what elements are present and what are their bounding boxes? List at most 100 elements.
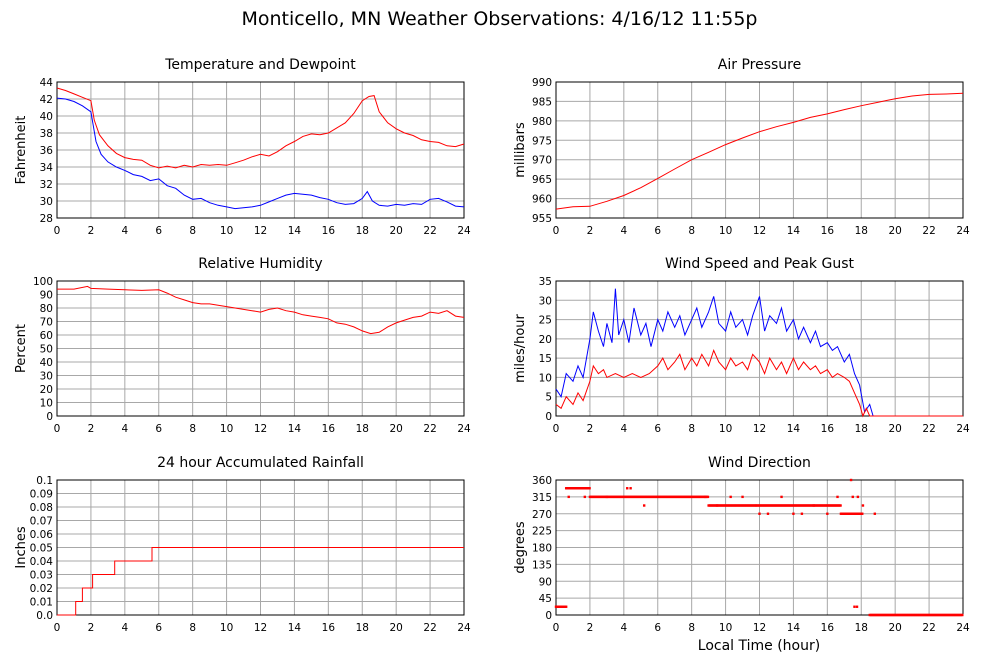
data-point: [961, 613, 964, 617]
x-tick-label: 12: [753, 225, 766, 237]
y-tick-label: 0.01: [30, 597, 53, 609]
data-point: [873, 512, 877, 515]
data-point: [741, 495, 744, 499]
data-point: [851, 495, 854, 499]
x-tick-label: 12: [254, 225, 267, 237]
x-tick-label: 10: [719, 423, 732, 435]
data-point: [588, 487, 591, 490]
chart-title: Wind Speed and Peak Gust: [665, 256, 854, 272]
y-tick-label: 0: [545, 610, 552, 622]
y-tick-label: 70: [40, 317, 53, 329]
x-tick-label: 2: [587, 423, 594, 435]
x-tick-label: 4: [121, 622, 128, 634]
y-axis-label: millibars: [513, 122, 528, 178]
data-point: [715, 504, 719, 507]
x-tick-label: 18: [356, 622, 369, 634]
data-point: [849, 478, 853, 482]
y-tick-label: 0: [46, 411, 53, 423]
x-tick-label: 24: [457, 423, 471, 435]
x-tick-label: 0: [553, 225, 560, 237]
x-tick-label: 18: [356, 225, 369, 237]
chart-title: Air Pressure: [718, 57, 801, 73]
data-point: [792, 512, 795, 515]
x-tick-label: 12: [753, 423, 766, 435]
x-tick-label: 8: [688, 225, 695, 237]
y-tick-label: 0: [545, 411, 552, 423]
y-tick-label: 135: [532, 559, 552, 571]
x-tick-label: 0: [54, 225, 61, 237]
x-tick-label: 4: [620, 225, 627, 237]
y-tick-label: 0.07: [30, 516, 53, 528]
data-point: [812, 504, 815, 507]
y-tick-label: 0.1: [36, 475, 53, 487]
y-tick-label: 30: [40, 371, 53, 383]
x-tick-label: 10: [719, 225, 732, 237]
x-tick-label: 16: [821, 622, 835, 634]
x-tick-label: 8: [189, 225, 196, 237]
data-point: [629, 487, 632, 490]
x-tick-label: 8: [688, 423, 695, 435]
x-tick-label: 6: [155, 225, 162, 237]
y-tick-label: 80: [40, 303, 53, 315]
x-tick-label: 20: [389, 225, 402, 237]
x-tick-label: 18: [855, 423, 868, 435]
x-tick-label: 14: [288, 225, 302, 237]
x-tick-label: 24: [457, 225, 471, 237]
y-tick-label: 0.03: [30, 570, 53, 582]
x-tick-label: 22: [423, 622, 436, 634]
y-tick-label: 970: [532, 155, 552, 167]
y-tick-label: 40: [40, 357, 53, 369]
data-point: [836, 495, 839, 499]
x-tick-label: 8: [688, 622, 695, 634]
data-point: [706, 495, 710, 499]
x-tick-label: 18: [855, 622, 868, 634]
y-axis-label: degrees: [513, 521, 528, 574]
plot-frame: [555, 81, 964, 219]
data-point: [856, 495, 860, 499]
x-tick-label: 0: [553, 622, 560, 634]
data-point: [626, 487, 629, 490]
x-tick-label: 12: [254, 622, 267, 634]
data-point: [800, 512, 804, 515]
data-point: [704, 495, 707, 499]
data-point: [729, 495, 732, 499]
y-tick-label: 0.02: [30, 583, 53, 595]
y-tick-label: 35: [539, 276, 552, 288]
x-tick-label: 14: [288, 622, 302, 634]
y-tick-label: 0.09: [30, 489, 53, 501]
y-tick-label: 90: [40, 290, 53, 302]
x-axis-label: Local Time (hour): [698, 638, 820, 654]
y-tick-label: 30: [539, 295, 552, 307]
y-tick-label: 30: [40, 196, 53, 208]
x-tick-label: 20: [389, 622, 402, 634]
x-tick-label: 10: [220, 225, 233, 237]
x-tick-label: 6: [155, 622, 162, 634]
x-tick-label: 10: [719, 622, 732, 634]
data-point: [758, 512, 761, 515]
x-tick-label: 14: [787, 423, 801, 435]
y-tick-label: 32: [40, 179, 53, 191]
y-tick-label: 5: [545, 392, 552, 404]
plot-frame: [56, 280, 465, 417]
x-tick-label: 16: [821, 225, 835, 237]
x-tick-label: 8: [189, 622, 196, 634]
data-point: [861, 504, 865, 507]
x-tick-label: 2: [88, 225, 95, 237]
y-tick-label: 28: [40, 213, 53, 225]
y-tick-label: 25: [539, 315, 552, 327]
y-tick-label: 315: [532, 492, 552, 504]
y-tick-label: 15: [539, 353, 552, 365]
y-tick-label: 960: [532, 194, 552, 206]
x-tick-label: 16: [322, 423, 336, 435]
data-point: [861, 512, 864, 515]
x-tick-label: 24: [956, 622, 970, 634]
y-tick-label: 975: [532, 135, 552, 147]
data-point: [583, 495, 587, 499]
x-tick-label: 6: [654, 423, 661, 435]
